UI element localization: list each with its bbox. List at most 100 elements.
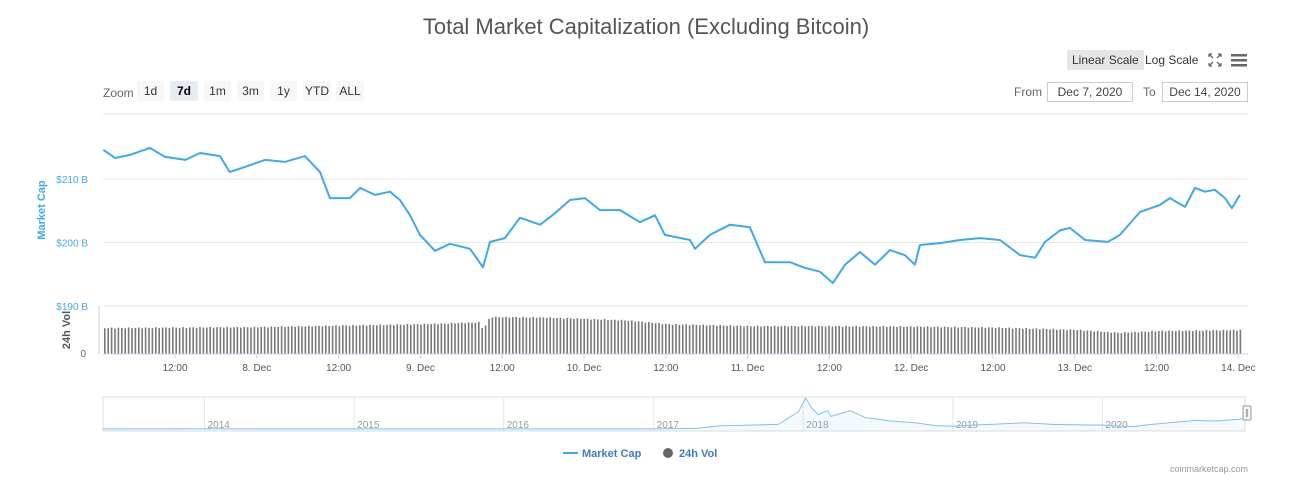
volume-bar [1059, 329, 1061, 354]
volume-bar [430, 324, 432, 354]
volume-bar [658, 323, 660, 354]
volume-bar [216, 327, 218, 354]
volume-bar [688, 325, 691, 354]
volume-bar [991, 327, 993, 354]
volume-bar [110, 327, 113, 354]
zoom-button-all[interactable]: ALL [336, 81, 364, 101]
volume-bar [107, 328, 109, 354]
legend-market-cap[interactable]: Market Cap [582, 448, 642, 460]
volume-bar [447, 323, 449, 354]
volume-bar [1229, 330, 1231, 354]
volume-bar [569, 318, 572, 354]
zoom-button-ytd[interactable]: YTD [303, 81, 331, 101]
volume-bar [882, 326, 885, 354]
volume-bar [525, 317, 528, 354]
volume-bar [263, 326, 266, 354]
volume-bar [1192, 331, 1194, 354]
volume-bar [127, 327, 130, 354]
volume-bar [756, 325, 759, 354]
volume-bar [437, 324, 439, 354]
volume-bar [828, 325, 830, 354]
zoom-button-1d[interactable]: 1d [137, 81, 164, 101]
volume-bar [818, 325, 820, 354]
volume-bar [746, 325, 749, 354]
volume-bar [284, 327, 286, 354]
volume-bar [933, 326, 936, 354]
zoom-button-7d[interactable]: 7d [170, 81, 198, 101]
volume-bar [600, 319, 602, 354]
zoom-button-1m[interactable]: 1m [204, 81, 231, 101]
volume-bar [104, 328, 106, 354]
menu-icon[interactable] [1230, 52, 1248, 68]
to-date-input[interactable]: Dec 14, 2020 [1162, 82, 1248, 102]
volume-bar [308, 325, 310, 354]
volume-bar [807, 326, 810, 354]
volume-bar [359, 325, 361, 354]
x-tick-label: 11. Dec [731, 363, 765, 374]
volume-bar [474, 322, 477, 354]
volume-bar [1144, 331, 1146, 354]
volume-bar [114, 328, 116, 354]
volume-bar [838, 325, 840, 354]
log-scale-button[interactable]: Log Scale [1145, 53, 1199, 67]
volume-bar [682, 324, 684, 354]
volume-bar [685, 324, 687, 354]
volume-bar [1171, 330, 1174, 354]
x-tick-label: 12:00 [326, 363, 351, 374]
volume-bar [784, 325, 786, 354]
volume-bar [1161, 330, 1163, 354]
volume-bar [1035, 328, 1038, 354]
volume-bar [406, 324, 409, 354]
volume-bar [1066, 330, 1068, 354]
volume-bar [478, 321, 480, 354]
volume-bar [831, 326, 834, 354]
volume-bar [199, 327, 201, 354]
volume-bar [920, 326, 922, 354]
y-axis-title: Market Cap [36, 180, 48, 240]
credit-link[interactable]: coinmarketcap.com [1169, 464, 1248, 474]
volume-bar [185, 328, 188, 354]
zoom-button-1y[interactable]: 1y [270, 81, 297, 101]
zoom-button-3m[interactable]: 3m [237, 81, 264, 101]
x-tick-label: 9. Dec [406, 363, 435, 374]
volume-bar [223, 327, 225, 354]
volume-bar [1005, 328, 1007, 354]
volume-bar [1239, 329, 1242, 354]
volume-bar [981, 327, 983, 354]
volume-bar [444, 323, 446, 354]
linear-scale-button[interactable]: Linear Scale [1067, 50, 1144, 70]
from-label: From [1014, 85, 1042, 99]
volume-bar [1022, 328, 1024, 354]
volume-bar [355, 325, 358, 354]
volume-bar [971, 326, 973, 354]
volume-bar [403, 324, 405, 354]
volume-bar [841, 326, 844, 354]
volume-bar [328, 326, 330, 354]
volume-bar [869, 326, 871, 354]
volume-bar [1219, 330, 1221, 354]
volume-bar [134, 327, 137, 354]
legend-volume[interactable]: 24h Vol [679, 448, 717, 460]
legend-volume-icon [663, 448, 673, 458]
volume-bar [1175, 331, 1177, 354]
volume-bar [651, 323, 653, 354]
volume-bar [566, 318, 568, 354]
volume-bar [345, 325, 347, 354]
volume-bar [144, 327, 147, 354]
volume-bar [729, 325, 732, 354]
from-date-input[interactable]: Dec 7, 2020 [1047, 82, 1133, 102]
volume-bar [957, 327, 959, 354]
volume-bar [274, 326, 276, 354]
volume-bar [763, 326, 766, 354]
volume-bar [427, 324, 429, 354]
volume-bar [1164, 331, 1167, 354]
volume-axis-title: 24h Vol [61, 311, 73, 349]
volume-bar [270, 326, 273, 354]
volume-bar [457, 323, 460, 354]
volume-bar [297, 326, 300, 354]
volume-bar [1151, 330, 1153, 354]
to-label: To [1143, 85, 1156, 99]
volume-bar [165, 327, 167, 354]
fullscreen-icon[interactable] [1207, 52, 1223, 68]
